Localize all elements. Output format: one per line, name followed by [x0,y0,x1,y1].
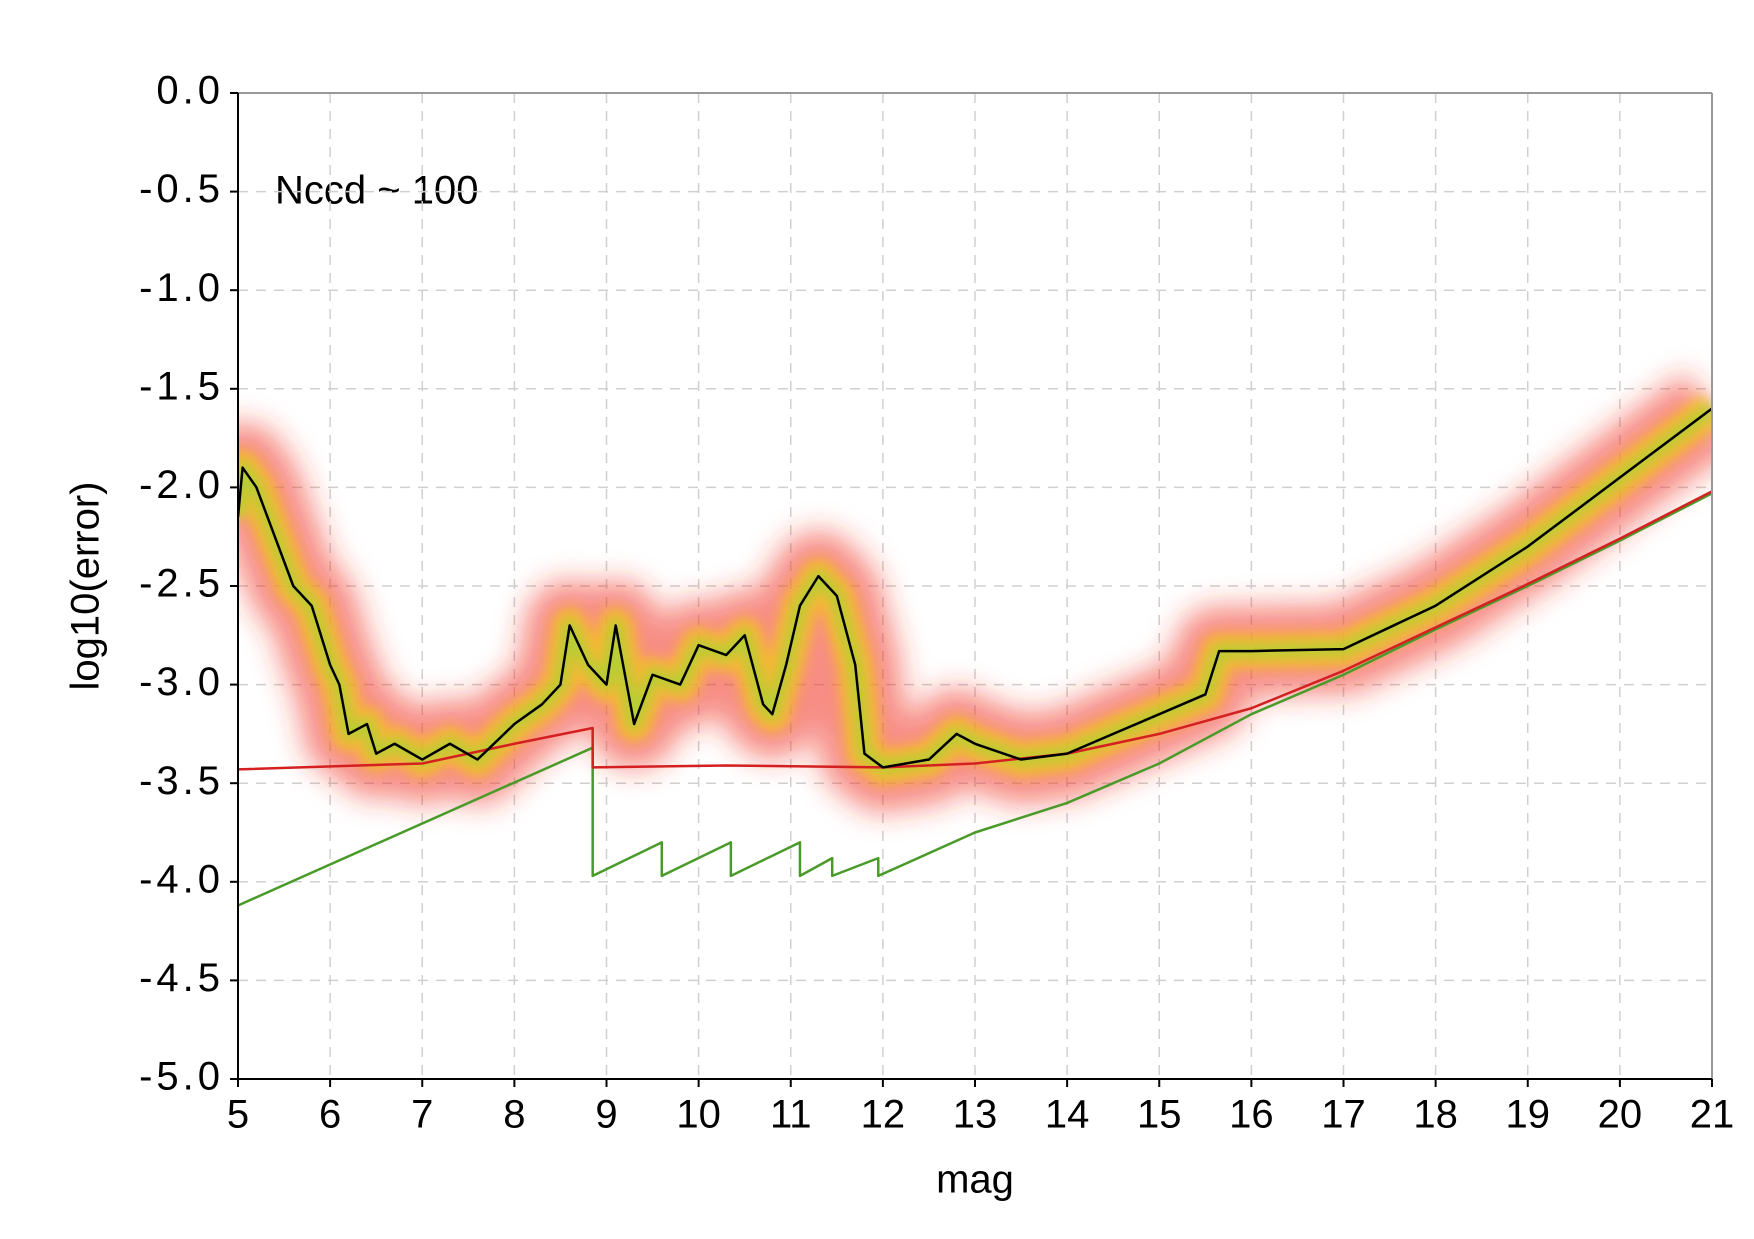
y-tick-label: -0.5 [139,167,224,211]
x-tick-label: 16 [1229,1093,1274,1137]
x-tick-label: 7 [411,1093,433,1137]
x-tick-label: 20 [1598,1093,1643,1137]
plot-area [238,372,1712,907]
series-line [238,492,1712,907]
x-tick-label: 14 [1045,1093,1090,1137]
x-tick-label: 19 [1506,1093,1551,1137]
y-tick-label: -4.5 [139,956,224,1000]
x-tick-label: 9 [595,1093,617,1137]
x-tick-label: 8 [503,1093,525,1137]
x-axis-label: mag [936,1158,1014,1202]
y-tick-label: -3.5 [139,759,224,803]
x-tick-label: 21 [1690,1093,1735,1137]
y-tick-label: -1.0 [139,266,224,310]
annotation: Nccd ~ 100 [275,169,478,213]
x-tick-label: 18 [1413,1093,1458,1137]
y-tick-label: -2.5 [139,562,224,606]
x-tick-label: 11 [770,1093,812,1137]
x-tick-label: 5 [227,1093,249,1137]
y-tick-label: -2.0 [139,463,224,507]
y-tick-label: -4.0 [139,857,224,901]
series-line [238,407,1712,769]
y-tick-label: 0.0 [156,69,224,113]
y-tick-label: -3.0 [139,660,224,704]
x-tick-label: 17 [1321,1093,1366,1137]
x-tick-label: 6 [319,1093,341,1137]
x-tick-label: 10 [676,1093,721,1137]
x-tick-label: 13 [953,1093,998,1137]
x-tick-label: 15 [1137,1093,1182,1137]
y-tick-label: -5.0 [139,1055,224,1099]
y-tick-label: -1.5 [139,364,224,408]
y-axis-label: log10(error) [64,482,108,691]
x-tick-label: 12 [861,1093,906,1137]
